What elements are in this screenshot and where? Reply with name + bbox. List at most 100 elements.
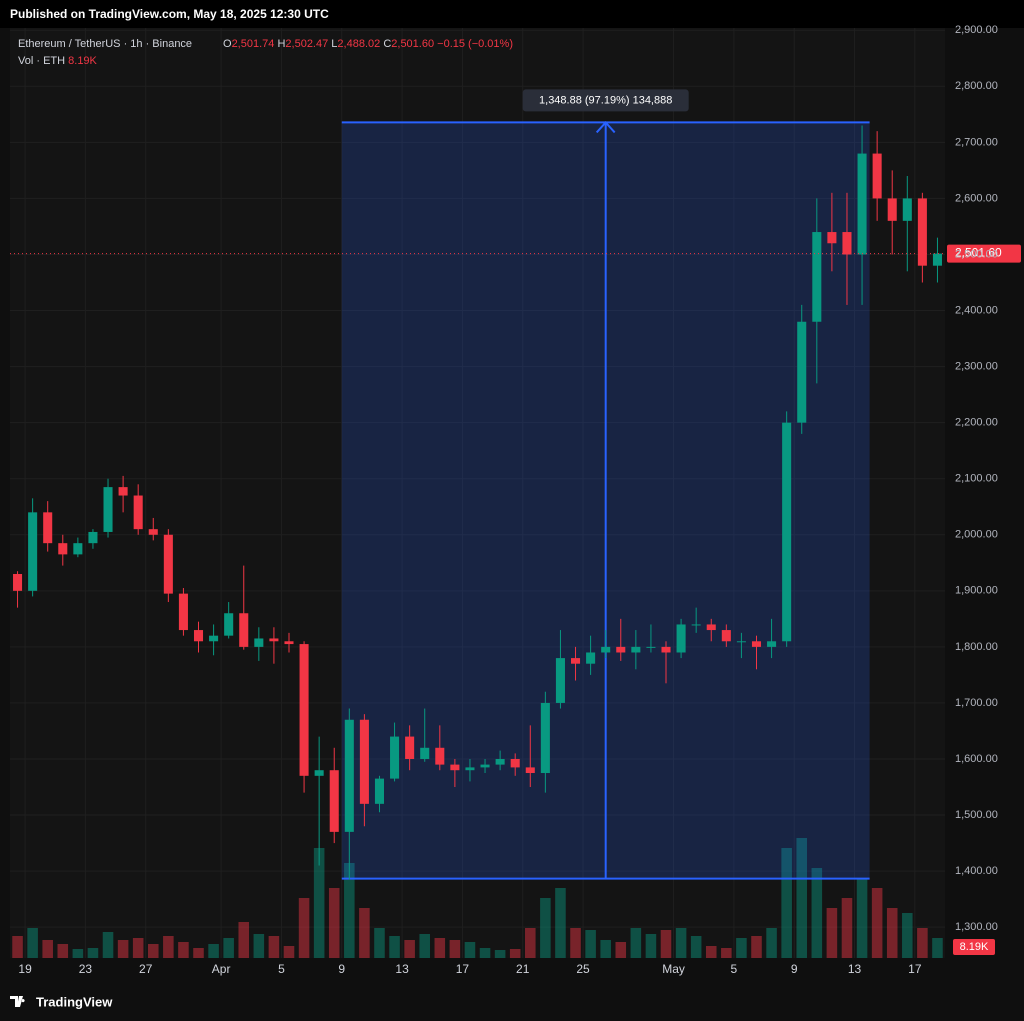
- volume-bar: [193, 948, 204, 958]
- volume-legend: Vol · ETH 8.19K: [18, 55, 98, 67]
- last-price-label: 2,501.60: [955, 246, 1002, 260]
- l-value: 2,488.02: [337, 38, 380, 50]
- candle-body: [932, 253, 942, 266]
- candle-body: [767, 641, 777, 647]
- vol-value: 8.19K: [68, 55, 97, 67]
- volume-bar: [434, 938, 446, 958]
- h-value: 2,502.47: [285, 38, 328, 50]
- candle-body: [586, 652, 596, 664]
- top-bar: [0, 0, 1024, 28]
- candle-body: [646, 646, 656, 648]
- y-tick-label: 1,400.00: [955, 865, 998, 877]
- candle-body: [420, 747, 430, 759]
- volume-bar: [72, 949, 84, 958]
- y-tick-label: 1,300.00: [955, 921, 998, 933]
- volume-bar: [902, 913, 913, 958]
- candle-body: [390, 736, 400, 779]
- candle-body: [359, 719, 369, 804]
- candle-body: [872, 153, 882, 199]
- volume-bar: [826, 908, 838, 958]
- y-tick-label: 2,900.00: [955, 24, 998, 36]
- candle-body: [917, 198, 927, 266]
- volume-bar: [389, 936, 400, 958]
- volume-bar: [525, 928, 536, 958]
- arrow-head: [595, 120, 616, 134]
- x-tick-label: Apr: [212, 962, 231, 976]
- candle-body: [721, 630, 731, 642]
- volume-bar: [344, 863, 355, 958]
- volume-bar: [132, 938, 144, 958]
- candle-body: [178, 593, 188, 631]
- volume-bar: [886, 908, 898, 958]
- y-tick-label: 2,700.00: [955, 136, 998, 148]
- volume-bar: [117, 940, 129, 958]
- symbol: Ethereum / TetherUS · 1h · Binance: [18, 38, 192, 50]
- candle-body: [571, 658, 581, 664]
- x-tick-label: 23: [79, 962, 93, 976]
- logo: [10, 996, 25, 1007]
- y-tick-label: 1,800.00: [955, 641, 998, 653]
- candle-body: [601, 646, 611, 653]
- candle-body: [284, 641, 294, 645]
- legend-o: O2,501.74 H2,502.47 L2,488.02 C2,501.60 …: [223, 38, 513, 50]
- x-tick-label: 9: [791, 962, 798, 976]
- volume-bar: [359, 908, 370, 958]
- volume-bar: [660, 930, 672, 958]
- candle-body: [43, 512, 53, 544]
- volume-bar: [751, 936, 762, 958]
- candle-body: [812, 232, 822, 322]
- volume-bar: [374, 928, 385, 958]
- candle-body: [193, 630, 204, 642]
- volume-bar: [766, 928, 777, 958]
- y-tick-label: 2,600.00: [955, 192, 998, 204]
- last-volume-label: 8.19K: [960, 941, 989, 953]
- volume-bar: [540, 898, 551, 958]
- candle-body: [73, 543, 83, 555]
- volume-bar: [479, 948, 491, 958]
- volume-bar: [645, 934, 657, 958]
- volume-bar: [268, 936, 280, 958]
- x-tick-label: 9: [338, 962, 345, 976]
- volume-bar: [555, 888, 566, 958]
- brand: TradingView: [36, 994, 113, 1009]
- logo-icon: [10, 996, 25, 1007]
- volume-bar: [102, 932, 114, 958]
- candle-body: [751, 641, 762, 647]
- measure-label-box: [522, 89, 689, 112]
- candle-body: [525, 767, 535, 774]
- candle-body: [314, 770, 324, 776]
- candle-body: [480, 764, 490, 768]
- candle-body: [555, 658, 565, 703]
- volume-bar: [163, 936, 174, 958]
- candle-body: [465, 767, 475, 771]
- volume-bar: [42, 940, 53, 958]
- last-price-box: [947, 244, 1021, 263]
- candle-body: [405, 736, 415, 759]
- x-tick-label: 13: [848, 962, 862, 976]
- x-tick-label: 17: [456, 962, 470, 976]
- candle-body: [269, 638, 279, 642]
- volume-bar: [298, 898, 310, 958]
- c-value: 2,501.60: [391, 38, 434, 50]
- volume-bar: [178, 942, 189, 958]
- volume-bar: [615, 942, 627, 958]
- candle-body: [133, 495, 143, 530]
- y-tick-label: 1,600.00: [955, 753, 998, 765]
- volume-bar: [208, 944, 219, 958]
- y-tick-label: 1,500.00: [955, 809, 998, 821]
- x-tick-label: 19: [18, 962, 32, 976]
- candle-body: [118, 487, 128, 496]
- volume-bar: [147, 944, 159, 958]
- x-tick-label: 17: [908, 962, 922, 976]
- candle-body: [797, 321, 807, 423]
- volume-bar: [328, 888, 340, 958]
- x-tick-label: 27: [139, 962, 153, 976]
- candle-body: [209, 635, 219, 642]
- volume-bar: [917, 928, 928, 958]
- candle-body: [13, 574, 23, 591]
- x-tick-label: 13: [395, 962, 409, 976]
- x-tick-label: 21: [516, 962, 530, 976]
- candle-body: [28, 512, 38, 591]
- volume-bar: [690, 936, 702, 958]
